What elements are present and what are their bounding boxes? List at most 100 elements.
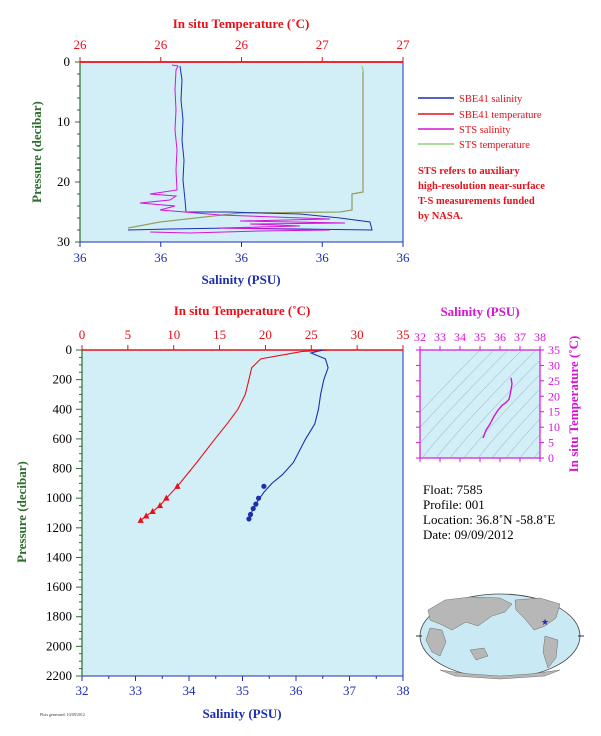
profile-pressure-tick-label: 1000	[46, 490, 72, 505]
top-salinity-axis-label: Salinity (PSU)	[201, 272, 280, 287]
top-legend: SBE41 salinity SBE41 temperature STS sal…	[418, 94, 542, 151]
legend-label-sbe41-salinity: SBE41 salinity	[459, 94, 523, 105]
profile-salinity-tick-label: 36	[290, 683, 304, 698]
ts-temperature-tick-label: 25	[548, 374, 560, 388]
ts-salinity-tick-label: 35	[474, 330, 486, 344]
footer-note: Plots generated: 10/09/2012	[40, 712, 85, 717]
profile-pressure-ticks: 0 200 400 600 800 1000 1200 1400 1600 1800 2000 220…	[46, 342, 83, 683]
ts-density-contour	[420, 350, 495, 428]
legend-label-sbe41-temperature: SBE41 temperature	[459, 110, 542, 121]
profile-salinity-tick-label: 32	[76, 683, 89, 698]
profile-temp-tick-label: 15	[213, 327, 226, 342]
ts-density-contour	[505, 418, 540, 458]
float-id: Float: 7585	[423, 482, 483, 497]
profile-temperature-point	[143, 512, 150, 519]
profile-temp-tick-label: 30	[351, 327, 364, 342]
map-land-australia	[469, 647, 489, 661]
ts-density-contour	[435, 350, 537, 458]
ts-curve	[482, 377, 513, 439]
top-pressure-ticks: 0 10 20 30	[57, 54, 81, 249]
top-temp-axis-label: In situ Temperature (˚C)	[173, 16, 310, 31]
ts-salinity-tick-label: 34	[454, 330, 466, 344]
profile-salinity-point	[253, 501, 259, 507]
sts-note-line-1: STS refers to auxiliary	[418, 166, 520, 177]
float-location-marker: ★	[541, 617, 549, 627]
location: Location: 36.8˚N -58.8˚E	[423, 512, 555, 527]
ts-salinity-axis-label: Salinity (PSU)	[440, 304, 519, 319]
top-salinity-tick-label: 36	[397, 250, 411, 265]
ts-temperature-tick-label: 10	[548, 420, 560, 434]
top-plot-area	[79, 61, 404, 243]
top-pressure-tick-label: 10	[57, 114, 70, 129]
profile-temp-tick-label: 25	[305, 327, 318, 342]
profile-series	[137, 349, 329, 523]
panel-top: In situ Temperature (˚C) 26 26 26 27 27 36 36…	[29, 16, 545, 287]
ts-temperature-tick-label: 15	[548, 405, 560, 419]
ts-temperature-tick-label: 20	[548, 389, 560, 403]
panel-profile: In situ Temperature (˚C) 0 5 10 15 20 25 30 35 …	[14, 303, 410, 721]
ts-salinity-tick-label: 38	[534, 330, 546, 344]
map-land-eurasia	[427, 596, 513, 631]
profile-salinity-line	[248, 349, 329, 520]
profile-salinity-point	[250, 505, 256, 512]
profile-temp-tick-label: 20	[259, 327, 272, 342]
float-info: Float: 7585 Profile: 001 Location: 36.8˚…	[423, 482, 555, 542]
map-land-antarctica	[439, 669, 561, 680]
ts-temperature-tick-label: 30	[548, 358, 560, 372]
profile-pressure-tick-label: 1400	[46, 549, 72, 564]
profile-salinity-tick-label: 35	[236, 683, 249, 698]
ts-temperature-tick-label: 5	[548, 436, 554, 450]
top-sbe41-temperature-line	[127, 72, 364, 229]
profile-pressure-tick-label: 600	[53, 431, 73, 446]
profile-plot-area	[81, 349, 404, 677]
profile-temperature-line	[140, 349, 326, 521]
profile-salinity-point	[255, 495, 262, 501]
profile-pressure-tick-label: 2000	[46, 638, 72, 653]
map-land-south-america	[542, 635, 559, 669]
top-salinity-tick-label: 36	[235, 250, 249, 265]
profile-salinity-tick-label: 34	[183, 683, 197, 698]
profile-salinity-ticks: 32 33 34 35 36 37 38	[76, 676, 410, 698]
top-traces	[80, 61, 403, 234]
ts-series	[482, 377, 513, 439]
date: Date: 09/09/2012	[423, 527, 514, 542]
profile-temp-tick-label: 35	[397, 327, 410, 342]
profile-pressure-tick-label: 1600	[46, 579, 72, 594]
map-land-africa	[425, 627, 447, 657]
ts-temperature-tick-label: 0	[548, 451, 554, 465]
profile-temp-axis-label: In situ Temperature (˚C)	[174, 303, 311, 318]
top-salinity-tick-label: 36	[154, 250, 168, 265]
profile-salinity-point	[246, 516, 252, 522]
profile-temp-ticks: 0 5 10 15 20 25 30 35	[79, 327, 410, 350]
ts-temperature-tick-label: 35	[548, 343, 560, 357]
legend-label-sts-salinity: STS salinity	[459, 125, 511, 136]
ts-density-contour	[421, 350, 523, 458]
ts-salinity-tick-label: 37	[514, 330, 526, 344]
ts-density-contour	[491, 403, 540, 458]
profile-temperature-point	[163, 494, 170, 501]
top-temp-ticks: 26 26 26 27 27	[74, 37, 410, 62]
sts-note-line-2: high-resolution near-surface	[418, 181, 545, 192]
sts-note: STS refers to auxiliary high-resolution …	[418, 166, 545, 222]
profile-temperature-point	[174, 482, 181, 489]
top-temp-tick-label: 26	[154, 37, 168, 52]
ts-density-contour	[420, 350, 509, 444]
top-temp-tick-label: 26	[74, 37, 88, 52]
profile-salinity-point	[247, 511, 254, 518]
top-salinity-ticks: 36 36 36 36 36	[74, 242, 411, 265]
profile-salinity-tick-label: 33	[129, 683, 142, 698]
profile-pressure-tick-label: 1200	[46, 520, 72, 535]
ts-salinity-tick-label: 36	[494, 330, 506, 344]
profile-temperature-point	[156, 502, 164, 509]
map-land-north-america	[514, 597, 561, 631]
profile-salinity-tick-label: 37	[343, 683, 357, 698]
ts-plot-area	[419, 349, 541, 459]
ts-density-contour	[477, 388, 540, 458]
profile-temperature-point	[149, 508, 156, 515]
profile-temp-tick-label: 0	[79, 327, 86, 342]
ts-salinity-tick-label: 32	[414, 330, 426, 344]
top-salinity-tick-label: 36	[74, 250, 88, 265]
